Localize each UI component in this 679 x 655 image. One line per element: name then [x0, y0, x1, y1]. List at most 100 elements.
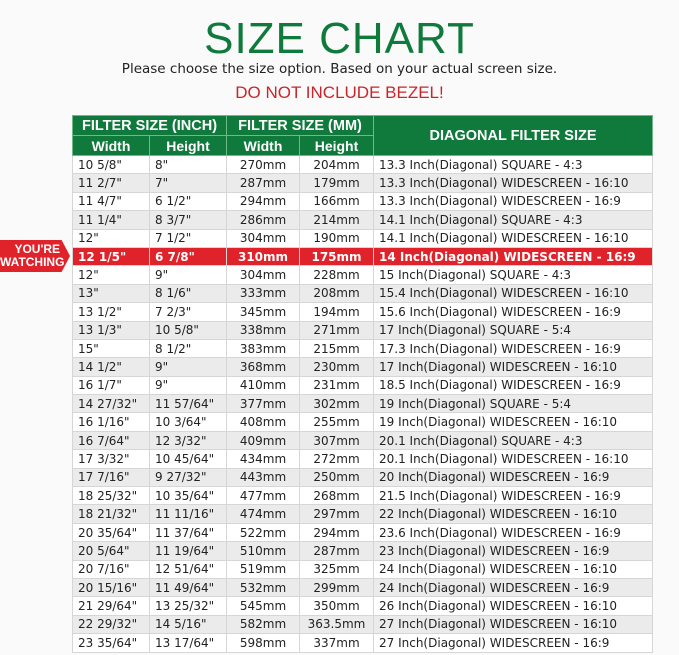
cell-mm-width: 545mm	[226, 596, 300, 616]
cell-mm-width: 333mm	[226, 283, 300, 304]
cell-inch-height: 7 1/2"	[149, 228, 227, 248]
table-row: 20 15/16" 11 49/64" 532mm 299mm 24 Inch(Diag…	[72, 577, 653, 598]
cell-mm-width: 304mm	[226, 228, 300, 248]
cell-inch-height: 8 1/6"	[149, 283, 227, 304]
table-row: 20 5/64" 11 19/64" 510mm 287mm 23 Inch(Diago…	[72, 541, 653, 561]
table-row: 16 7/64" 12 3/32" 409mm 307mm 20.1 Inch(Diag…	[72, 430, 653, 451]
cell-mm-width: 582mm	[226, 614, 300, 635]
cell-inch-height: 9"	[149, 375, 227, 396]
cell-diagonal: 24 Inch(Diagonal) WIDESCREEN - 16:9	[373, 577, 653, 598]
cell-mm-height: 307mm	[299, 430, 374, 451]
cell-inch-height: 10 3/64"	[149, 412, 227, 432]
cell-inch-height: 11 57/64"	[149, 394, 227, 414]
cell-diagonal: 23 Inch(Diagonal) WIDESCREEN - 16:9	[373, 541, 653, 561]
cell-inch-width: 13"	[72, 283, 150, 304]
cell-inch-width: 15"	[72, 338, 150, 359]
table-row: 17 3/32" 10 45/64" 434mm 272mm 20.1 Inch(Dia…	[72, 449, 653, 469]
cell-inch-height: 11 37/64"	[149, 522, 227, 543]
header-diagonal: DIAGONAL FILTER SIZE	[373, 115, 653, 156]
cell-mm-height: 194mm	[299, 302, 374, 322]
cell-mm-height: 204mm	[299, 154, 374, 175]
cell-inch-height: 11 19/64"	[149, 541, 227, 561]
cell-diagonal: 23.6 Inch(Diagonal) WIDESCREEN - 16:9	[373, 522, 653, 543]
cell-diagonal: 14.1 Inch(Diagonal) SQUARE - 4:3	[373, 210, 653, 230]
cell-diagonal: 26 Inch(Diagonal) WIDESCREEN - 16:10	[373, 596, 653, 616]
cell-inch-width: 20 7/16"	[72, 559, 150, 579]
cell-mm-height: 272mm	[299, 449, 374, 469]
cell-mm-height: 297mm	[299, 504, 374, 524]
cell-diagonal: 18.5 Inch(Diagonal) WIDESCREEN - 16:9	[373, 375, 653, 396]
cell-inch-width: 17 3/32"	[72, 449, 150, 469]
cell-mm-height: 271mm	[299, 320, 374, 340]
cell-inch-height: 12 3/32"	[149, 430, 227, 451]
cell-inch-width: 18 25/32"	[72, 486, 150, 506]
cell-mm-height: 299mm	[299, 577, 374, 598]
cell-inch-height: 6 1/2"	[149, 191, 227, 212]
cell-inch-width: 13 1/2"	[72, 302, 150, 322]
cell-inch-height: 7"	[149, 173, 227, 193]
cell-diagonal: 19 Inch(Diagonal) WIDESCREEN - 16:10	[373, 412, 653, 432]
header-row-columns: Width Height Width Height	[72, 135, 653, 156]
table-row: 16 1/7" 9" 410mm 231mm 18.5 Inch(Diagonal) W…	[72, 375, 653, 396]
cell-inch-height: 10 45/64"	[149, 449, 227, 469]
cell-inch-width: 18 21/32"	[72, 504, 150, 524]
table-row: 13" 8 1/6" 333mm 208mm 15.4 Inch(Diagonal) W…	[72, 283, 653, 304]
header-inch-width: Width	[72, 135, 150, 156]
badge-line1: YOU'RE	[14, 242, 60, 256]
cell-inch-height: 12 51/64"	[149, 559, 227, 579]
cell-mm-height: 363.5mm	[299, 614, 374, 635]
table-row: 13 1/3" 10 5/8" 338mm 271mm 17 Inch(Diagonal…	[72, 320, 653, 340]
cell-mm-height: 337mm	[299, 633, 374, 653]
header-inch-height: Height	[149, 135, 227, 156]
cell-inch-width: 14 27/32"	[72, 394, 150, 414]
header-row-groups: FILTER SIZE (INCH) FILTER SIZE (MM) DIAG…	[72, 115, 653, 156]
cell-mm-width: 368mm	[226, 357, 300, 377]
cell-inch-width: 23 35/64"	[72, 633, 150, 653]
table-row: 11 4/7" 6 1/2" 294mm 166mm 13.3 Inch(Diagona…	[72, 191, 653, 212]
header-mm-height: Height	[299, 135, 374, 156]
table-row: 23 35/64" 13 17/64" 598mm 337mm 27 Inch(Diag…	[72, 633, 653, 653]
cell-mm-width: 287mm	[226, 173, 300, 193]
table-row: 21 29/64" 13 25/32" 545mm 350mm 26 Inch(Diag…	[72, 596, 653, 616]
cell-diagonal: 17 Inch(Diagonal) SQUARE - 5:4	[373, 320, 653, 340]
cell-mm-width: 304mm	[226, 265, 300, 285]
table-row: 15" 8 1/2" 383mm 215mm 17.3 Inch(Diagonal) W…	[72, 338, 653, 359]
cell-mm-height: 230mm	[299, 357, 374, 377]
cell-inch-width: 12 1/5"	[72, 246, 150, 267]
cell-inch-width: 22 29/32"	[72, 614, 150, 635]
cell-mm-height: 214mm	[299, 210, 374, 230]
warning-text: DO NOT INCLUDE BEZEL!	[235, 83, 444, 102]
youre-watching-badge: YOU'RE WATCHING	[0, 240, 70, 272]
cell-mm-width: 522mm	[226, 522, 300, 543]
cell-inch-width: 17 7/16"	[72, 467, 150, 488]
cell-diagonal: 14.1 Inch(Diagonal) WIDESCREEN - 16:10	[373, 228, 653, 248]
cell-mm-width: 510mm	[226, 541, 300, 561]
cell-mm-width: 598mm	[226, 633, 300, 653]
cell-mm-height: 208mm	[299, 283, 374, 304]
cell-inch-height: 7 2/3"	[149, 302, 227, 322]
table-row: 22 29/32" 14 5/16" 582mm 363.5mm 27 Inch(Dia…	[72, 614, 653, 635]
cell-mm-height: 268mm	[299, 486, 374, 506]
cell-mm-width: 286mm	[226, 210, 300, 230]
cell-inch-height: 8"	[149, 154, 227, 175]
cell-inch-width: 16 1/7"	[72, 375, 150, 396]
table-row: 11 1/4" 8 3/7" 286mm 214mm 14.1 Inch(Diagona…	[72, 210, 653, 230]
cell-mm-height: 255mm	[299, 412, 374, 432]
cell-diagonal: 13.3 Inch(Diagonal) WIDESCREEN - 16:9	[373, 191, 653, 212]
cell-mm-height: 190mm	[299, 228, 374, 248]
page-title: SIZE CHART	[204, 14, 475, 63]
cell-diagonal: 17 Inch(Diagonal) WIDESCREEN - 16:10	[373, 357, 653, 377]
cell-mm-height: 350mm	[299, 596, 374, 616]
cell-inch-width: 12"	[72, 265, 150, 285]
cell-inch-width: 12"	[72, 228, 150, 248]
cell-diagonal: 13.3 Inch(Diagonal) WIDESCREEN - 16:10	[373, 173, 653, 193]
table-row-highlighted: 12 1/5" 6 7/8" 310mm 175mm 14 Inch(Diagonal)…	[72, 246, 653, 267]
cell-diagonal: 15 Inch(Diagonal) SQUARE - 4:3	[373, 265, 653, 285]
cell-inch-height: 8 1/2"	[149, 338, 227, 359]
cell-inch-height: 8 3/7"	[149, 210, 227, 230]
cell-inch-height: 13 17/64"	[149, 633, 227, 653]
cell-mm-width: 383mm	[226, 338, 300, 359]
cell-inch-width: 20 15/16"	[72, 577, 150, 598]
cell-diagonal: 14 Inch(Diagonal) WIDESCREEN - 16:9	[373, 246, 653, 267]
cell-diagonal: 19 Inch(Diagonal) SQUARE - 5:4	[373, 394, 653, 414]
